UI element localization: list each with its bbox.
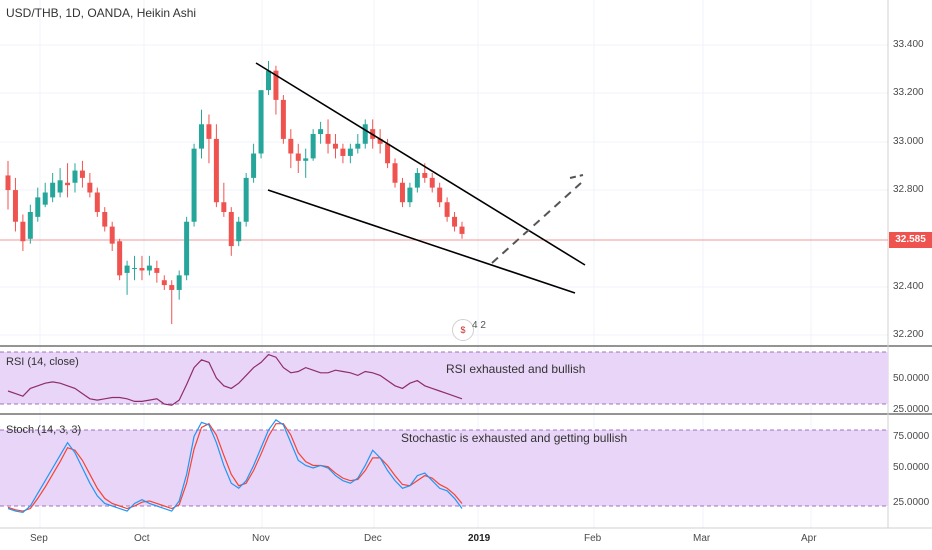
stoch-tick-75: 75.0000 [893, 431, 930, 442]
rsi-band [0, 352, 888, 404]
candle-body[interactable] [65, 182, 71, 186]
candle-body[interactable] [5, 175, 11, 191]
candle-body[interactable] [437, 187, 443, 203]
candle-body[interactable] [280, 99, 286, 139]
candle-body[interactable] [191, 148, 197, 222]
candle-body[interactable] [325, 134, 331, 144]
stoch-k-line[interactable] [7, 419, 463, 513]
stoch-annotation[interactable]: Stochastic is exhausted and getting bull… [401, 431, 628, 445]
time-label: 2019 [468, 533, 491, 544]
candle-body[interactable] [94, 192, 100, 212]
candle-body[interactable] [265, 70, 271, 91]
candle-body[interactable] [132, 268, 138, 270]
price-tick: 32.400 [893, 281, 924, 292]
candle-body[interactable] [57, 180, 63, 193]
candle-body[interactable] [146, 265, 152, 271]
candle-body[interactable] [221, 202, 227, 212]
candle-body[interactable] [12, 190, 18, 222]
rsi-tick-25: 25.0000 [893, 404, 930, 415]
price-tick: 33.200 [893, 87, 924, 98]
candle-body[interactable] [161, 280, 167, 286]
time-label: Sep [30, 533, 48, 544]
candle-body[interactable] [399, 182, 405, 203]
candle-body[interactable] [355, 143, 361, 149]
rsi-title[interactable]: RSI (14, close) [6, 356, 79, 368]
time-label: Mar [693, 533, 711, 544]
candle-body[interactable] [27, 211, 33, 239]
candle-body[interactable] [332, 143, 338, 149]
stoch-tick-50: 50.0000 [893, 462, 930, 473]
candle-body[interactable] [72, 170, 78, 183]
candle-body[interactable] [288, 138, 294, 154]
wedge-upper-trendline[interactable] [255, 62, 586, 266]
candle-body[interactable] [347, 148, 353, 156]
candle-body[interactable] [407, 187, 413, 203]
candle-body[interactable] [422, 173, 428, 178]
time-label: Apr [801, 533, 817, 544]
price-tick: 32.800 [893, 184, 924, 195]
candle-body[interactable] [117, 241, 123, 276]
projection-arrow-head-icon [569, 174, 584, 179]
rsi-annotation[interactable]: RSI exhausted and bullish [446, 362, 586, 376]
time-label: Dec [364, 533, 382, 544]
candle-body[interactable] [377, 138, 383, 144]
candle-body[interactable] [303, 158, 309, 161]
candle-body[interactable] [169, 285, 175, 290]
candle-body[interactable] [362, 124, 368, 144]
candle-body[interactable] [392, 163, 398, 183]
rsi-tick-50: 50.0000 [893, 373, 930, 384]
candle-body[interactable] [295, 153, 301, 161]
us-flag-icon[interactable]: $ [452, 319, 474, 341]
candle-body[interactable] [206, 124, 212, 139]
time-label: Oct [134, 533, 150, 544]
candle-body[interactable] [184, 221, 190, 276]
stoch-title[interactable]: Stoch (14, 3, 3) [6, 424, 82, 436]
candle-body[interactable] [318, 129, 324, 135]
badge-count: 4 2 [472, 320, 486, 331]
candle-body[interactable] [87, 182, 93, 193]
candle-body[interactable] [444, 202, 450, 217]
time-label: Feb [584, 533, 602, 544]
candle-body[interactable] [243, 177, 249, 222]
candle-body[interactable] [79, 170, 85, 178]
rsi-line[interactable] [7, 353, 463, 406]
candle-body[interactable] [310, 134, 316, 159]
candle-body[interactable] [42, 192, 48, 205]
candle-body[interactable] [414, 173, 420, 188]
candle-body[interactable] [35, 197, 41, 217]
candle-body[interactable] [50, 182, 56, 198]
candle-body[interactable] [139, 268, 145, 271]
candle-body[interactable] [109, 226, 115, 244]
candle-body[interactable] [213, 138, 219, 203]
current-price-tag: 32.585 [889, 232, 932, 248]
candle-body[interactable] [273, 70, 279, 100]
candle-body[interactable] [228, 211, 234, 247]
stoch-d-line[interactable] [7, 422, 463, 512]
stoch-tick-25: 25.0000 [893, 497, 930, 508]
symbol-title[interactable]: USD/THB, 1D, OANDA, Heikin Ashi [6, 6, 197, 20]
candle-body[interactable] [429, 177, 435, 188]
candle-body[interactable] [258, 90, 264, 154]
candle-body[interactable] [124, 265, 130, 273]
candle-body[interactable] [102, 211, 108, 227]
candle-body[interactable] [385, 143, 391, 164]
candle-body[interactable] [154, 268, 160, 273]
candle-body[interactable] [176, 275, 182, 290]
candle-body[interactable] [251, 153, 257, 178]
price-tick: 33.400 [893, 39, 924, 50]
candle-body[interactable] [199, 124, 205, 149]
price-tick: 33.000 [893, 136, 924, 147]
projection-dashed-line[interactable] [491, 182, 582, 264]
candle-body[interactable] [452, 216, 458, 227]
wedge-lower-trendline[interactable] [267, 189, 576, 294]
candle-body[interactable] [340, 148, 346, 156]
candle-body[interactable] [459, 226, 465, 234]
price-tick: 32.200 [893, 329, 924, 340]
candle-body[interactable] [20, 221, 26, 242]
stoch-band [0, 430, 888, 506]
time-label: Nov [252, 533, 270, 544]
candle-body[interactable] [236, 221, 242, 242]
